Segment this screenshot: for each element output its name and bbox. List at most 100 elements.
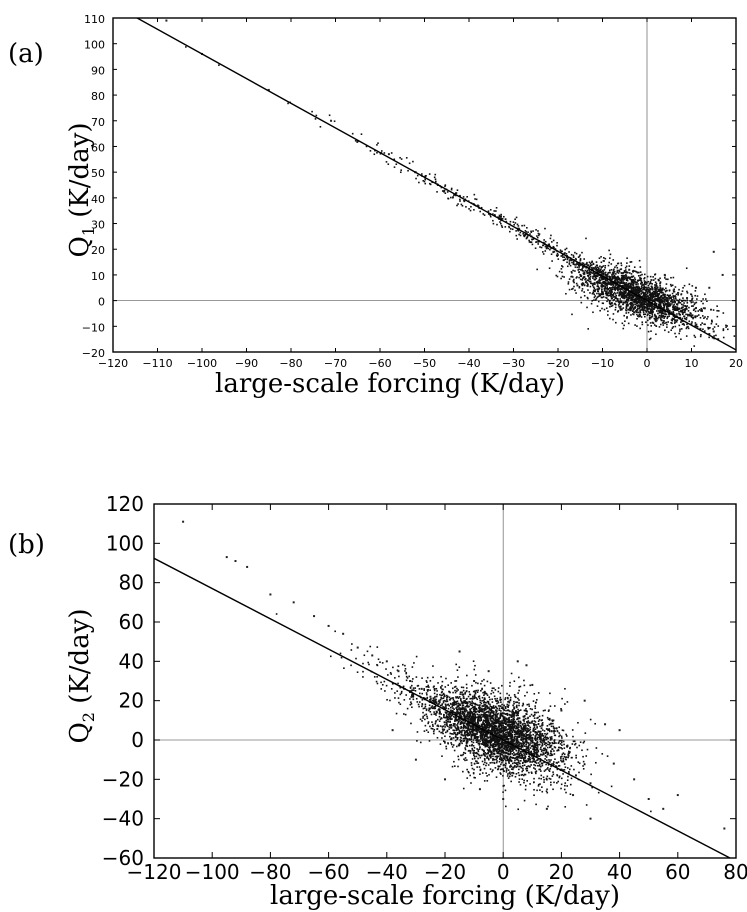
scatter-point: [586, 269, 589, 272]
scatter-point: [474, 710, 476, 712]
scatter-point: [561, 739, 563, 742]
scatter-point: [607, 314, 609, 316]
scatter-point: [586, 296, 589, 299]
scatter-point: [573, 260, 575, 263]
scatter-point: [469, 714, 472, 717]
scatter-point: [574, 257, 577, 260]
scatter-point: [614, 308, 617, 311]
scatter-point: [673, 313, 676, 316]
scatter-point: [580, 283, 583, 285]
scatter-point: [524, 759, 526, 762]
scatter-point: [618, 278, 621, 281]
scatter-point: [383, 680, 386, 683]
scatter-point: [702, 302, 704, 305]
scatter-point: [644, 301, 646, 303]
scatter-point: [703, 323, 706, 325]
scatter-point: [400, 158, 403, 160]
scatter-point: [467, 724, 469, 727]
scatter-point: [632, 294, 635, 296]
scatter-point: [538, 234, 540, 237]
scatter-point: [582, 262, 585, 265]
scatter-point: [571, 275, 573, 278]
scatter-point: [473, 712, 476, 715]
scatter-point: [512, 718, 515, 721]
scatter-point: [681, 317, 684, 320]
scatter-point: [510, 765, 513, 768]
scatter-point: [496, 223, 498, 226]
scatter-point: [507, 725, 510, 727]
scatter-point: [664, 304, 667, 306]
scatter-point: [528, 705, 531, 707]
x-tick-label: −20: [546, 357, 569, 370]
scatter-point: [551, 719, 553, 722]
scatter-point: [695, 323, 698, 326]
scatter-point: [464, 702, 467, 705]
scatter-point: [516, 742, 519, 745]
scatter-point: [492, 222, 495, 225]
scatter-point: [662, 287, 664, 290]
scatter-point: [619, 307, 622, 310]
scatter-point: [553, 729, 556, 731]
scatter-point: [669, 294, 672, 297]
scatter-point: [518, 774, 521, 777]
scatter-point: [655, 333, 657, 336]
scatter-point: [617, 276, 620, 279]
scatter-point: [654, 320, 657, 323]
scatter-point: [447, 716, 450, 719]
scatter-point: [505, 723, 507, 725]
scatter-point: [496, 729, 498, 731]
scatter-point: [451, 697, 453, 699]
scatter-point: [590, 282, 592, 285]
scatter-point: [457, 722, 459, 725]
scatter-point: [455, 192, 458, 194]
scatter-point: [473, 695, 476, 698]
scatter-point: [487, 750, 490, 752]
scatter-point: [516, 733, 518, 735]
scatter-point: [485, 740, 488, 742]
scatter-point: [628, 293, 630, 295]
scatter-point: [544, 240, 547, 243]
scatter-point: [682, 287, 684, 289]
scatter-point: [583, 271, 586, 274]
scatter-point: [671, 284, 674, 287]
scatter-point: [452, 697, 455, 699]
scatter-point: [605, 296, 607, 299]
scatter-point: [524, 694, 526, 697]
scatter-point: [660, 305, 662, 308]
scatter-point: [602, 282, 605, 285]
scatter-point: [696, 315, 699, 317]
scatter-point: [700, 300, 703, 303]
scatter-point: [532, 700, 535, 702]
scatter-point: [688, 314, 691, 316]
fit-line: [135, 18, 736, 351]
scatter-point: [532, 760, 534, 762]
scatter-point: [630, 278, 632, 281]
scatter-point: [622, 292, 624, 294]
scatter-point: [640, 316, 643, 318]
scatter-point: [667, 321, 669, 323]
scatter-point: [631, 284, 633, 286]
scatter-point: [686, 297, 689, 300]
scatter-point: [523, 684, 526, 687]
scatter-point: [566, 258, 569, 261]
scatter-point: [482, 713, 485, 716]
scatter-point: [500, 217, 503, 220]
scatter-point: [528, 733, 530, 736]
scatter-point: [433, 711, 435, 713]
scatter-point: [502, 785, 505, 787]
scatter-point: [395, 163, 398, 166]
scatter-point: [412, 689, 415, 691]
scatter-point: [637, 297, 639, 299]
scatter-point: [561, 265, 563, 267]
scatter-point: [623, 324, 625, 327]
scatter-point: [645, 293, 648, 296]
scatter-point: [525, 231, 528, 233]
scatter-point: [362, 662, 364, 665]
scatter-point: [489, 698, 491, 701]
scatter-point: [425, 680, 428, 682]
scatter-point: [455, 663, 458, 666]
scatter-point: [495, 738, 497, 741]
scatter-point: [429, 725, 431, 728]
scatter-point: [481, 741, 484, 743]
scatter-point: [672, 306, 674, 308]
